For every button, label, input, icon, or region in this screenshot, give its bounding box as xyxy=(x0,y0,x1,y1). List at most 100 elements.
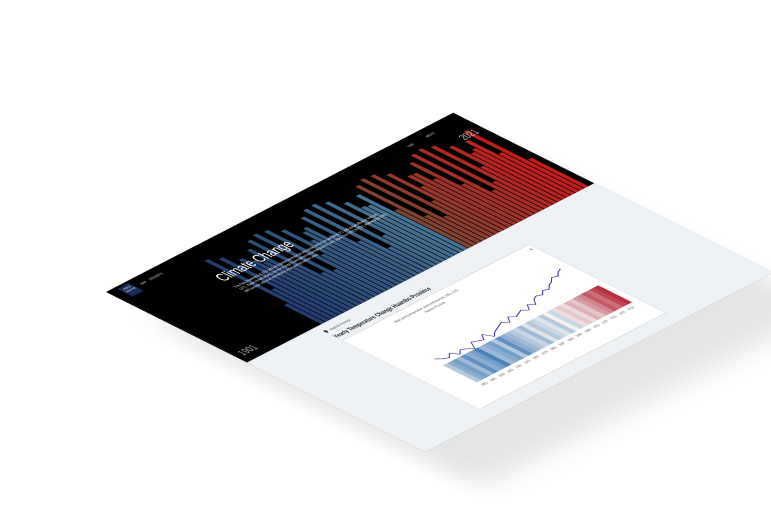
x-tick-label: 2015 xyxy=(618,310,628,315)
x-tick-label: 2011 xyxy=(609,315,619,320)
heatmap-cell xyxy=(567,298,607,318)
hero-stripe xyxy=(259,273,343,315)
heatmap-cell xyxy=(455,356,495,376)
x-tick-label: 1975 xyxy=(531,355,541,360)
nav-datasets[interactable]: DATASETS xyxy=(147,271,165,281)
hero-stripe xyxy=(320,253,393,290)
hero-stripe xyxy=(302,231,406,283)
heatmap-cell xyxy=(516,325,555,345)
heatmap-cell xyxy=(507,329,546,349)
hero-stripe xyxy=(432,178,522,223)
hero-stripe xyxy=(491,189,540,214)
hero-stripe xyxy=(311,203,437,267)
heatmap-cell xyxy=(585,289,624,309)
x-tick-label: 1979 xyxy=(540,350,550,355)
hero-stripe xyxy=(328,234,415,279)
hero-stripe xyxy=(343,201,455,258)
site-logo[interactable]: AFRICA DATA HUB xyxy=(117,283,144,297)
hero-stripe xyxy=(252,233,379,297)
hero-banner: AFRICA DATA HUB MAP DATASETS Login ABOUT… xyxy=(106,112,595,363)
hero-stripe xyxy=(357,240,424,274)
hero-stripe xyxy=(324,201,446,262)
hero-stripe xyxy=(409,161,526,221)
chart-card: ≡ Mean yearly temperature, trend and ano… xyxy=(341,243,667,410)
hero-stripe xyxy=(430,145,553,207)
x-tick-label: 1995 xyxy=(574,333,584,338)
heatmap-cell xyxy=(473,347,512,367)
heatmap-cell xyxy=(524,320,564,341)
heatmap-cell xyxy=(546,309,585,329)
hero-stripe xyxy=(394,208,473,249)
nav-about[interactable]: ABOUT xyxy=(423,131,437,139)
x-tick-label: 2019 xyxy=(626,306,636,311)
nav-login[interactable]: Login xyxy=(404,142,416,148)
hero-stripe xyxy=(418,148,544,212)
x-tick-label: 1967 xyxy=(514,364,524,369)
heatmap-cell xyxy=(529,318,568,338)
hero-stripe xyxy=(430,199,500,235)
heatmap-cell xyxy=(511,327,551,347)
hero-stripe xyxy=(381,234,442,265)
heatmap-cell xyxy=(580,291,620,312)
heatmap-cell xyxy=(477,345,516,365)
web-page: AFRICA DATA HUB MAP DATASETS Login ABOUT… xyxy=(106,112,771,452)
heatmap-cell xyxy=(576,294,615,314)
hero-stripe xyxy=(410,153,535,216)
hero-stripe xyxy=(387,246,433,269)
hero-stripe xyxy=(280,229,397,288)
heatmap-cell xyxy=(503,331,542,352)
x-tick-label: 1959 xyxy=(497,373,507,378)
heatmap-cell xyxy=(559,303,598,323)
x-tick-label: 1983 xyxy=(549,346,559,351)
hero-stripe xyxy=(527,157,589,189)
x-tick-label: 1991 xyxy=(566,337,576,342)
hero-stripe xyxy=(251,259,352,311)
hero-stripe xyxy=(246,248,361,306)
heatmap-cell xyxy=(447,360,486,381)
hero-stripe xyxy=(470,151,567,200)
heatmap-cell xyxy=(494,336,534,356)
hero-stripe xyxy=(424,214,482,244)
heatmap-cell xyxy=(490,338,529,358)
heatmap-cell xyxy=(460,354,499,374)
x-tick-label: 1955 xyxy=(488,377,498,382)
heatmap-cell xyxy=(468,349,508,369)
hero-stripe xyxy=(443,215,491,239)
hero-stripe xyxy=(310,239,402,285)
x-tick-label: 1963 xyxy=(506,368,516,373)
hero-stripe xyxy=(320,271,375,299)
hero-stripe xyxy=(361,205,460,255)
x-tick-label: 1951 xyxy=(480,382,490,387)
hero-stripe xyxy=(271,287,335,320)
x-tick-label: 2003 xyxy=(592,324,602,329)
heatmap-cell xyxy=(593,285,633,305)
heatmap-cell xyxy=(499,334,538,354)
hero-stripe xyxy=(420,185,509,230)
hero-stripe xyxy=(412,172,518,226)
hero-stripe xyxy=(283,303,326,325)
heatmap-cell xyxy=(550,307,590,327)
heatmap-cell xyxy=(533,316,572,336)
heatmap-cell xyxy=(589,287,628,307)
hero-stripe xyxy=(480,165,558,205)
hero-stripe xyxy=(332,268,384,295)
heatmap-cell xyxy=(451,358,491,378)
hero-stripe xyxy=(355,184,477,246)
climate-stripes xyxy=(204,130,589,325)
heatmap-cell xyxy=(520,323,559,343)
temperature-line xyxy=(434,268,561,360)
heatmap-cell xyxy=(464,351,503,372)
hero-stripe xyxy=(218,257,339,318)
x-tick-label: 1999 xyxy=(583,328,593,333)
hero-stripe xyxy=(492,180,549,209)
heatmap-cell xyxy=(542,311,581,332)
x-tick-label: 1971 xyxy=(523,359,533,364)
hero-stripe xyxy=(463,130,585,191)
hero-stripe xyxy=(300,216,419,276)
x-tick-label: 1987 xyxy=(557,342,567,347)
hero-stripe xyxy=(290,265,366,304)
hero-stripe xyxy=(355,194,468,251)
heatmap-cell xyxy=(555,305,594,325)
hero-stripe xyxy=(238,258,348,313)
nav-map[interactable]: MAP xyxy=(138,280,149,286)
